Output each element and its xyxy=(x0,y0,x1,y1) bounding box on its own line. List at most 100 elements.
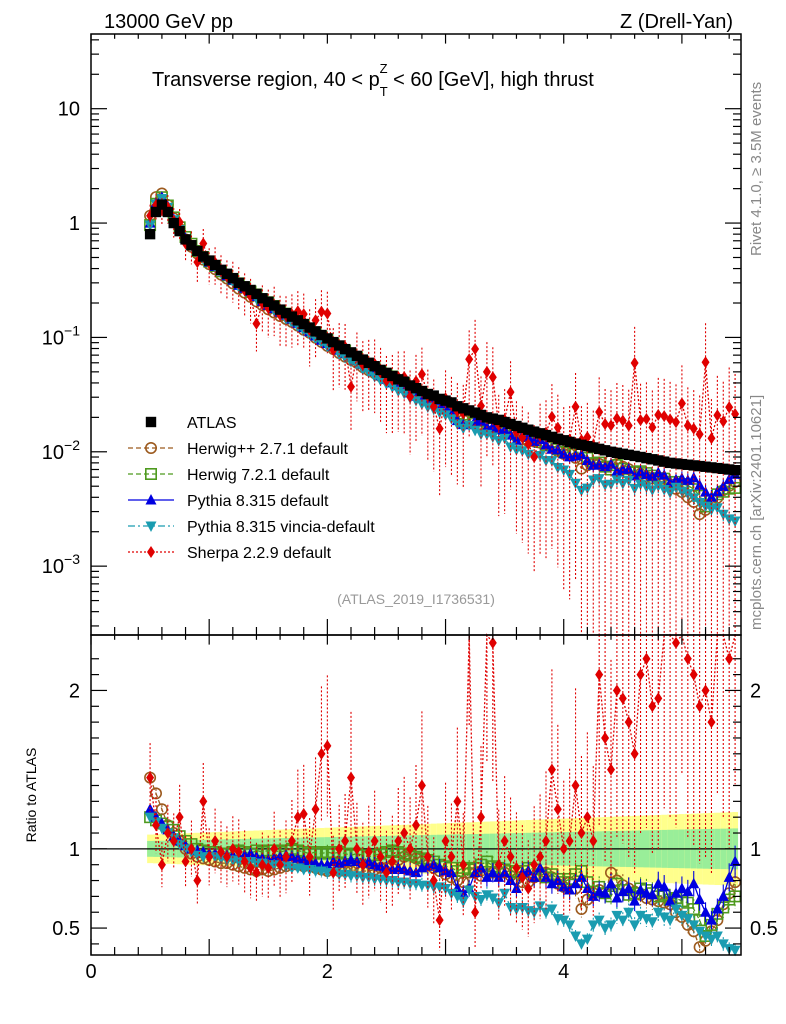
atlas-data-point xyxy=(635,451,646,463)
ratio-point xyxy=(429,874,438,887)
ratio-point xyxy=(152,819,160,832)
atlas-data-point xyxy=(215,264,227,276)
ratio-y-tick-label-right: 1 xyxy=(750,839,761,861)
atlas-data-point xyxy=(398,376,410,387)
atlas-data-point xyxy=(582,440,593,452)
axis-ticks: 0 2 4 10−3 10−2 10−1 1 10 0.5 0.5 1 1 2 2 xyxy=(42,34,778,983)
ratio-point xyxy=(575,939,587,950)
data-point xyxy=(605,479,617,491)
ratio-point xyxy=(581,934,593,946)
atlas-data-point xyxy=(144,228,156,240)
data-point xyxy=(570,478,582,490)
ratio-point xyxy=(694,926,706,938)
data-point xyxy=(623,463,635,474)
ratio-point xyxy=(676,910,688,922)
ratio-point xyxy=(599,887,611,898)
atlas-data-point xyxy=(658,456,670,467)
atlas-data-point xyxy=(339,343,351,355)
ratio-point xyxy=(463,885,475,897)
ratio-point xyxy=(547,763,556,776)
ratio-point xyxy=(382,866,391,879)
atlas-data-point xyxy=(310,326,321,337)
data-point xyxy=(666,413,675,426)
ratio-point xyxy=(635,910,647,922)
atlas-data-point xyxy=(333,340,345,351)
ratio-point xyxy=(270,842,279,855)
data-point xyxy=(711,485,723,497)
data-point xyxy=(618,414,627,427)
atlas-data-point xyxy=(647,454,658,465)
atlas-data-point xyxy=(280,307,292,319)
atlas-data-point xyxy=(245,284,256,296)
ratio-point xyxy=(181,855,190,868)
atlas-data-point xyxy=(239,281,250,292)
atlas-data-point xyxy=(150,206,162,218)
data-point xyxy=(695,428,704,441)
atlas-data-point xyxy=(629,450,640,462)
ratio-point xyxy=(565,834,574,847)
atlas-data-point xyxy=(328,336,339,348)
rivet-version-label: Rivet 4.1.0, ≥ 3.5M events xyxy=(748,81,765,256)
ratio-point xyxy=(211,834,220,847)
data-point xyxy=(701,356,710,369)
ratio-point xyxy=(205,850,214,863)
ratio-point xyxy=(435,914,444,927)
ratio-point xyxy=(695,700,704,713)
ratio-point xyxy=(228,842,237,855)
ratio-point xyxy=(636,668,645,681)
atlas-data-point xyxy=(487,413,499,424)
ratio-point xyxy=(406,842,415,855)
data-point xyxy=(648,421,657,434)
legend-entry-herwig7: Herwig 7.2.1 default xyxy=(128,467,330,484)
ratio-point xyxy=(187,842,196,855)
ratio-point xyxy=(217,846,225,859)
plot-title: Transverse region, 40 < pTZ < 60 [GeV], … xyxy=(152,61,594,99)
ratio-point xyxy=(311,803,320,816)
data-point xyxy=(410,396,422,407)
ratio-point xyxy=(428,858,440,870)
ratio-point xyxy=(570,877,582,889)
ratio-point xyxy=(571,779,580,792)
atlas-data-point xyxy=(446,397,457,408)
atlas-data-point xyxy=(570,438,581,449)
ratio-point xyxy=(481,871,493,882)
ratio-point xyxy=(642,652,651,665)
atlas-data-point xyxy=(493,414,504,426)
ratio-point xyxy=(323,739,332,752)
ratio-point xyxy=(282,850,290,863)
atlas-data-point xyxy=(387,370,398,382)
ratio-point xyxy=(553,803,562,816)
data-point xyxy=(463,420,475,432)
atlas-data-point xyxy=(316,329,327,341)
ratio-point xyxy=(240,855,249,868)
ratio-point xyxy=(175,811,184,824)
data-point xyxy=(658,469,670,480)
legend-label: Herwig++ 2.7.1 default xyxy=(187,441,349,458)
atlas-data-point xyxy=(505,418,516,430)
ratio-point xyxy=(694,893,706,905)
ratio-point xyxy=(174,839,186,851)
data-point xyxy=(406,390,415,403)
ratio-point xyxy=(400,827,409,840)
ratio-point xyxy=(146,771,155,784)
ratio-point xyxy=(640,914,652,925)
atlas-data-point xyxy=(174,225,185,237)
legend-entry-vincia: Pythia 8.315 vincia-default xyxy=(128,519,375,536)
ratio-axis-label: Ratio to ATLAS xyxy=(23,748,39,843)
data-point xyxy=(317,305,326,318)
ratio-point xyxy=(617,885,629,897)
x-tick-label: 2 xyxy=(322,961,333,983)
data-point xyxy=(677,397,686,410)
data-point xyxy=(435,422,444,435)
y-tick-label: 10−1 xyxy=(42,322,80,349)
ratio-point xyxy=(347,771,355,784)
data-point xyxy=(347,380,355,393)
data-point xyxy=(660,410,669,423)
atlas-data-point xyxy=(286,311,298,322)
atlas-data-point xyxy=(203,255,215,266)
ratio-point xyxy=(358,858,367,871)
ratio-point xyxy=(611,910,623,922)
ratio-point xyxy=(499,866,511,878)
atlas-data-point xyxy=(192,245,203,257)
ratio-point xyxy=(617,915,629,927)
